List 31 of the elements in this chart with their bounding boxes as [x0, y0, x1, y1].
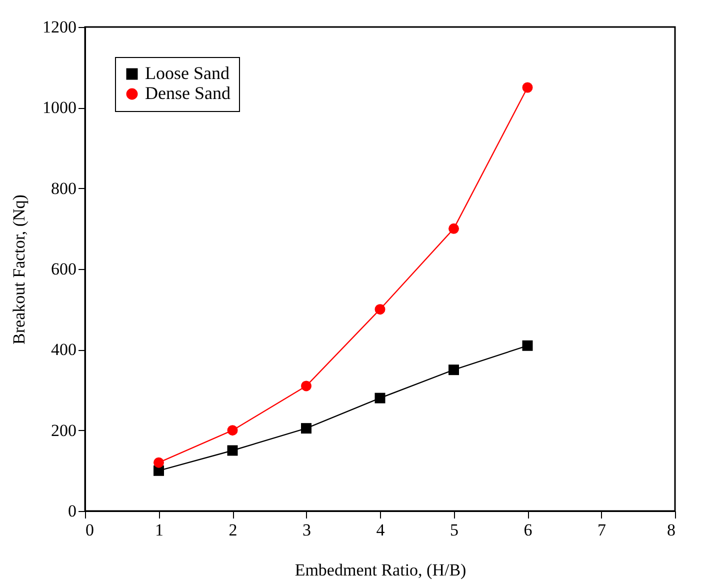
point [522, 340, 533, 351]
y-tick-label: 400 [51, 340, 76, 360]
y-tick-label: 1200 [42, 18, 76, 36]
legend-label: Dense Sand [145, 83, 230, 103]
x-tick-label: 6 [524, 520, 532, 540]
point [301, 380, 312, 392]
x-tick-label: 2 [228, 520, 238, 540]
y-tick-label: 800 [51, 178, 76, 198]
y-axis-title: Breakout Factor, (Nq) [10, 194, 28, 344]
x-axis-title: Embedment Ratio, (H/B) [294, 560, 466, 580]
legend-label: Loose Sand [145, 63, 230, 83]
x-tick-label: 7 [598, 520, 606, 540]
y-tick-label: 600 [51, 260, 76, 278]
x-tick-label: 1 [155, 520, 164, 540]
x-tick-label: 4 [376, 520, 386, 540]
point [374, 392, 386, 404]
point [227, 425, 238, 436]
point [448, 364, 459, 376]
y-tick-label: 0 [68, 502, 76, 520]
y-tick-label: 1000 [42, 98, 76, 118]
point [448, 223, 459, 234]
x-tick-label: 0 [86, 520, 94, 540]
point [522, 82, 533, 93]
point [227, 445, 238, 456]
point [374, 304, 386, 315]
x-tick-label: 3 [302, 520, 311, 540]
point [154, 457, 164, 468]
y-tick-label: 200 [51, 420, 76, 440]
x-tick-label: 8 [667, 520, 676, 540]
point [301, 423, 312, 434]
x-tick-label: 5 [450, 520, 458, 540]
